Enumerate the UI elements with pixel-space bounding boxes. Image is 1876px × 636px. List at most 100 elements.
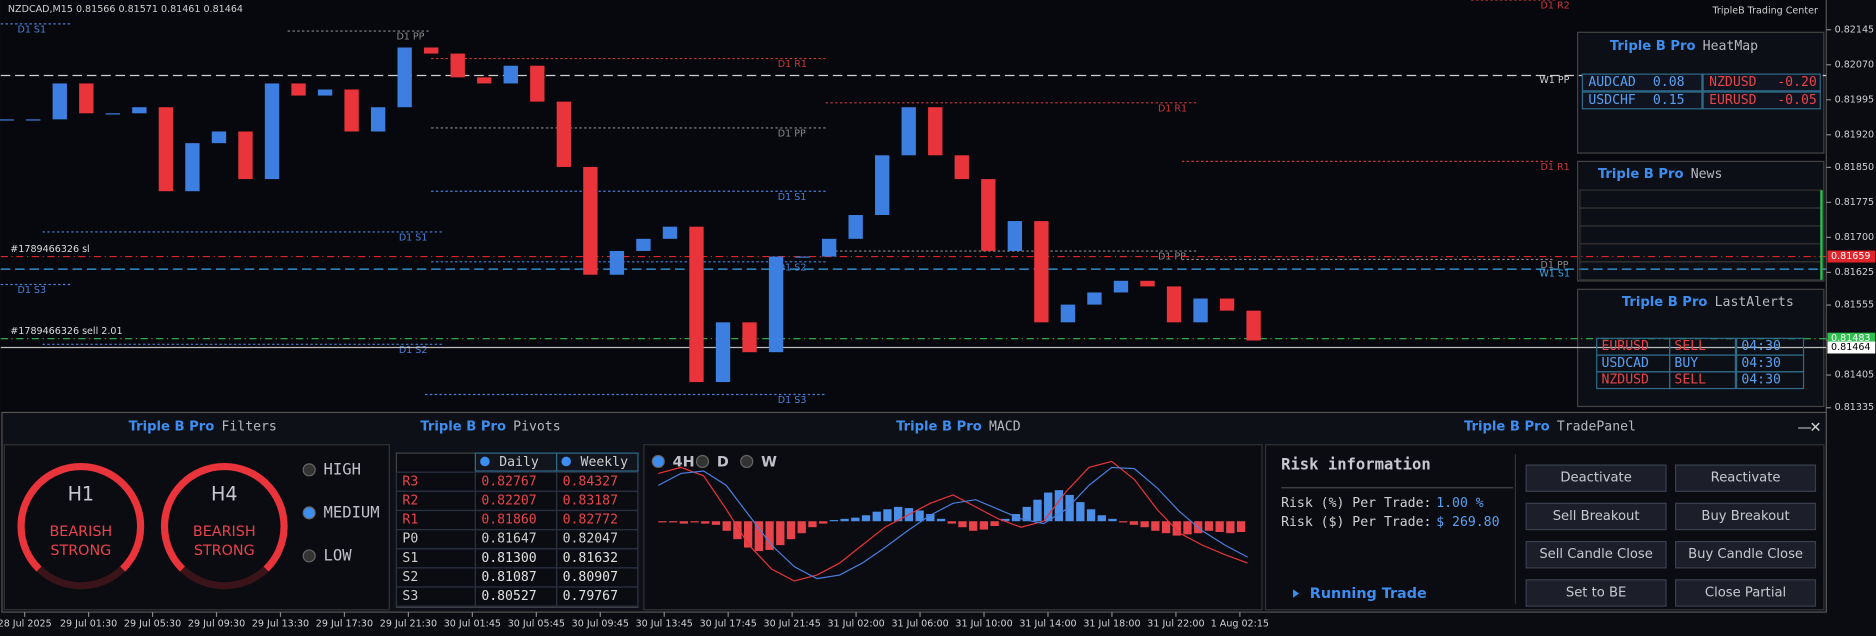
close[interactable]: ✕ (1810, 420, 1822, 436)
panel-brand: Triple B Pro (1610, 39, 1696, 54)
macd-bar (1033, 499, 1042, 522)
alert-text: NZDUSD (1601, 373, 1649, 388)
button[interactable] (1675, 579, 1817, 607)
button-label[interactable]: Set to BE (1566, 585, 1626, 600)
button-label[interactable]: Close Partial (1705, 585, 1786, 600)
radio[interactable] (302, 549, 316, 563)
macd-bar (1236, 521, 1246, 532)
chart-area (0, 0, 1827, 412)
macd-bar (861, 515, 871, 522)
price-tag-label: 0.81464 (1831, 342, 1870, 353)
candle (291, 83, 306, 96)
candle (264, 83, 280, 180)
macd-bar (1086, 509, 1096, 522)
radio[interactable] (651, 454, 665, 469)
candle (901, 107, 916, 156)
radio[interactable] (561, 456, 571, 467)
macd-bar (1151, 521, 1160, 531)
button[interactable] (1525, 464, 1667, 492)
button-label[interactable]: Sell Breakout (1553, 509, 1640, 524)
pivot-text: 0.82772 (563, 513, 618, 528)
pivot-text: R1 (402, 513, 418, 528)
button[interactable] (1525, 540, 1667, 569)
risk-title: Risk information (1281, 456, 1431, 474)
button[interactable] (1525, 579, 1667, 607)
macd-bar (1172, 521, 1181, 536)
minimize[interactable]: — (1798, 420, 1812, 436)
button-label[interactable]: Reactivate (1711, 471, 1781, 486)
macd-bar (786, 521, 796, 540)
pivot-label: D1 S2 (399, 345, 428, 356)
x-tick-label: 29 Jul 21:30 (380, 619, 437, 630)
x-tick-label: 29 Jul 05:30 (124, 619, 181, 630)
price-tag (1827, 341, 1876, 354)
pivot-label: D1 PP (396, 32, 424, 43)
x-tick-label: 30 Jul 09:45 (572, 619, 629, 630)
button-label[interactable]: Buy Candle Close (1688, 547, 1803, 562)
candle (450, 53, 465, 78)
button[interactable] (1675, 464, 1817, 492)
radio[interactable] (740, 454, 754, 469)
candle (397, 47, 412, 108)
candle (875, 155, 890, 216)
y-tick-label: 0.81700 (1835, 232, 1874, 243)
arrow-icon (1293, 589, 1300, 598)
price-tag (1827, 332, 1876, 345)
button[interactable] (1525, 502, 1667, 531)
gauge-state: BEARISH (193, 524, 256, 540)
candle (1246, 310, 1261, 341)
macd-bar (754, 521, 764, 552)
y-tick-label: 0.81920 (1835, 129, 1874, 140)
candle (795, 256, 810, 258)
candle (1007, 221, 1023, 251)
pivot-text: 0.83187 (563, 493, 618, 508)
alert-text: 04:30 (1741, 339, 1781, 354)
macd-bar (1097, 515, 1106, 522)
radio[interactable] (302, 463, 316, 477)
candle (530, 65, 545, 102)
radio[interactable] (480, 456, 490, 467)
gauge-state: STRONG (50, 543, 111, 559)
macd-bar (840, 518, 849, 522)
button-label[interactable]: Sell Candle Close (1539, 547, 1653, 562)
symbol-header: NZDCAD,M15 0.81566 0.81571 0.81461 0.814… (8, 4, 243, 15)
macd-bar (979, 521, 989, 530)
gauge-state: BEARISH (49, 524, 112, 540)
button-label[interactable]: Deactivate (1560, 471, 1631, 486)
radio[interactable] (695, 454, 710, 469)
macd-bar (969, 521, 978, 531)
radio[interactable] (302, 506, 316, 520)
macd-bar (797, 521, 806, 534)
pivot-label: D1 R1 (778, 59, 807, 70)
macd-bar (776, 521, 785, 546)
macd-bar (958, 521, 967, 528)
tf-label: D (717, 455, 729, 471)
heat-text: -0.05 (1777, 93, 1817, 108)
macd-bar (872, 511, 881, 522)
pivot-label: D1 S3 (17, 285, 46, 296)
level-label: W1 PP (1539, 75, 1569, 86)
macd-bar (679, 521, 689, 524)
running-trade[interactable]: Running Trade (1310, 586, 1427, 602)
x-tick-label: 31 Jul 14:00 (1019, 619, 1076, 630)
button[interactable] (1675, 502, 1817, 531)
macd-bar (765, 521, 774, 550)
macd-bar (1140, 521, 1149, 528)
x-tick-label: 29 Jul 13:30 (252, 619, 309, 630)
pivot-label: D1 S1 (399, 232, 428, 243)
button[interactable] (1675, 540, 1817, 569)
y-tick-label: 0.81555 (1835, 300, 1874, 311)
candle (1034, 221, 1049, 323)
button-label[interactable]: Buy Breakout (1701, 509, 1789, 524)
macd-bar (1001, 518, 1010, 522)
radio-label: HIGH (324, 460, 361, 478)
heat-text: USDCHF (1588, 93, 1636, 108)
x-tick-label: 29 Jul 17:30 (316, 619, 373, 630)
x-tick-label: 29 Jul 09:30 (188, 619, 245, 630)
candle (211, 131, 227, 144)
tf-label: W (761, 455, 777, 471)
pivot-text: 0.80907 (563, 570, 618, 585)
macd-bar (936, 518, 946, 522)
macd-bar (658, 521, 667, 523)
